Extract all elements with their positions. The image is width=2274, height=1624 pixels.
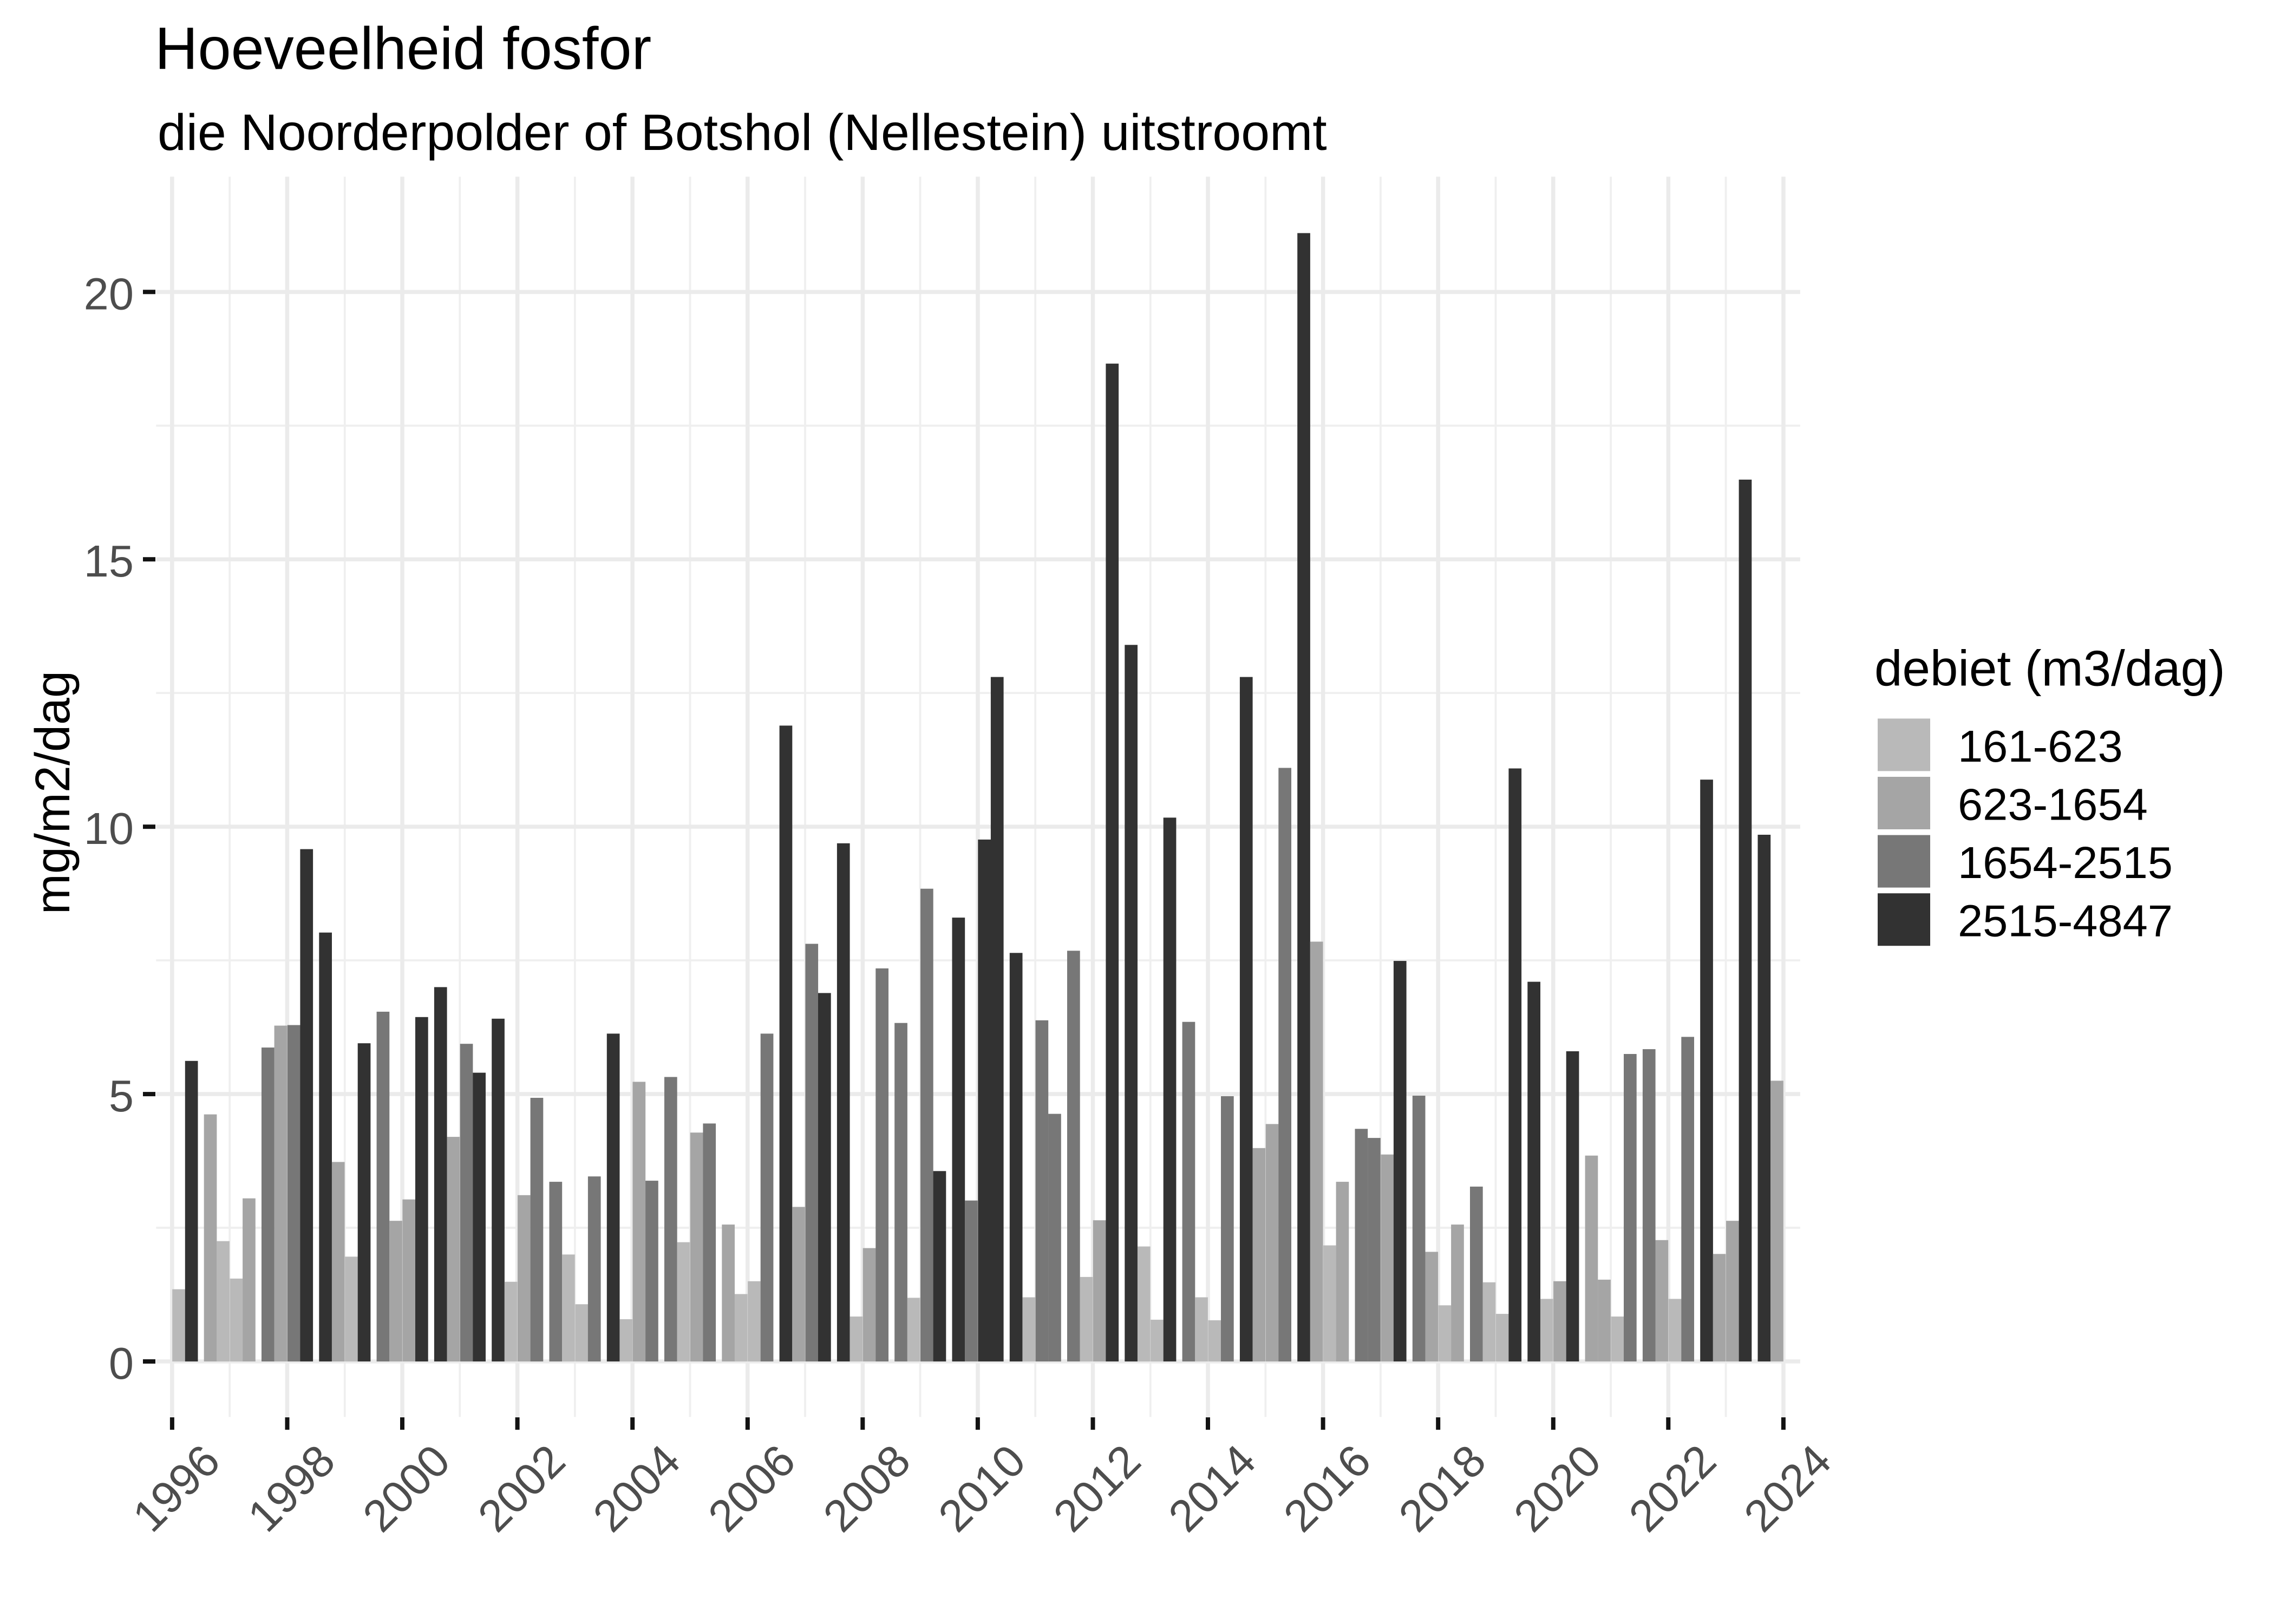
svg-text:20: 20 [84, 269, 134, 319]
svg-text:debiet (m3/dag): debiet (m3/dag) [1874, 640, 2225, 697]
svg-text:mg/m2/dag: mg/m2/dag [26, 671, 80, 914]
svg-text:161-623: 161-623 [1958, 721, 2123, 771]
svg-text:10: 10 [84, 803, 134, 854]
svg-text:623-1654: 623-1654 [1958, 780, 2148, 830]
svg-text:die Noorderpolder of Botshol (: die Noorderpolder of Botshol (Nellestein… [158, 104, 1327, 161]
svg-text:1654-2515: 1654-2515 [1958, 837, 2173, 888]
svg-text:0: 0 [109, 1338, 134, 1389]
svg-text:5: 5 [109, 1071, 134, 1121]
svg-text:Hoeveelheid fosfor: Hoeveelheid fosfor [155, 16, 651, 82]
svg-text:2515-4847: 2515-4847 [1958, 896, 2173, 946]
svg-text:15: 15 [84, 536, 134, 586]
